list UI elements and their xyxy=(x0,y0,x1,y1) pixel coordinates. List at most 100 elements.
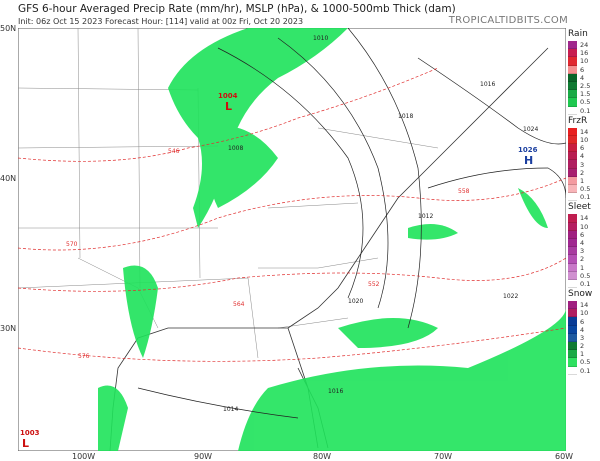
legend-level: 10 xyxy=(580,135,589,144)
legend-row: 0.5 xyxy=(568,271,600,280)
legend-level: 1 xyxy=(580,350,585,359)
legend-swatch xyxy=(568,279,577,289)
thickness-label: 552 xyxy=(368,281,380,288)
chart-title: GFS 6-hour Averaged Precip Rate (mm/hr),… xyxy=(18,3,456,15)
legend-row: 14 xyxy=(568,301,600,310)
legend-sleet: Sleet 14 10 6 4 3 2 1 0.5 0.1 xyxy=(568,202,600,289)
legend-row: 4 xyxy=(568,238,600,248)
legend-row: 16 xyxy=(568,49,600,58)
legend-row: 6 xyxy=(568,317,600,326)
legend-row: 1 xyxy=(568,263,600,272)
thickness-lines xyxy=(18,67,566,362)
legend-row: 3 xyxy=(568,160,600,169)
thickness-label: 564 xyxy=(233,301,245,308)
legend-level: 16 xyxy=(580,49,589,58)
legend-level: 6 xyxy=(580,317,585,326)
legend-swatch xyxy=(568,247,577,256)
legend-row: 4 xyxy=(568,325,600,334)
legend-swatch xyxy=(568,81,577,91)
lon-label: 90W xyxy=(194,452,213,461)
legend-row: 3 xyxy=(568,333,600,342)
legend-swatch xyxy=(568,350,577,359)
precip-legend: Rain 24 16 10 6 4 2.5 1.5 0.5 0.1 FrzR 14 10 6 4 3 2 1 0.5… xyxy=(568,28,600,375)
legend-level: 1 xyxy=(580,176,585,185)
isobars xyxy=(137,28,566,419)
precip-areas xyxy=(98,28,566,451)
isobar-label: 1010 xyxy=(313,35,328,42)
legend-row: 2 xyxy=(568,168,600,177)
legend-row: 3 xyxy=(568,247,600,256)
legend-level: 3 xyxy=(580,247,585,256)
legend-swatch xyxy=(568,135,577,145)
thickness-label: 546 xyxy=(168,148,180,155)
legend-swatch xyxy=(568,271,577,280)
legend-row: 14 xyxy=(568,214,600,223)
legend-level: 0.1 xyxy=(580,366,591,375)
legend-swatch xyxy=(568,73,577,82)
brand-watermark: TROPICALTIDBITS.COM xyxy=(448,15,568,26)
isobar-label: 1024 xyxy=(523,126,538,133)
legend-row: 0.1 xyxy=(568,106,600,115)
legend-row: 14 xyxy=(568,127,600,136)
legend-swatch xyxy=(568,301,577,310)
legend-snow: Snow 14 10 6 4 3 2 1 0.5 0.1 xyxy=(568,289,600,375)
legend-swatch xyxy=(568,127,577,136)
legend-title: Sleet xyxy=(568,202,591,213)
legend-row: 1 xyxy=(568,176,600,185)
legend-rain: Rain 24 16 10 6 4 2.5 1.5 0.5 0.1 xyxy=(568,29,600,115)
legend-swatch xyxy=(568,90,577,99)
lon-label: 60W xyxy=(555,452,574,461)
legend-level: 4 xyxy=(580,73,585,82)
chart-subtitle: Init: 06z Oct 15 2023 Forecast Hour: [11… xyxy=(18,17,304,26)
legend-row: 0.5 xyxy=(568,185,600,194)
legend-swatch xyxy=(568,41,577,50)
legend-swatch xyxy=(568,325,577,334)
isobar-value-labels: 1010 1016 1018 1020 1022 1024 1014 1016 … xyxy=(223,35,538,413)
low-marker: L xyxy=(22,437,29,450)
legend-row: 10 xyxy=(568,135,600,145)
legend-level: 1.5 xyxy=(580,90,591,99)
legend-swatch xyxy=(568,106,577,115)
legend-swatch xyxy=(568,263,577,272)
legend-row: 4 xyxy=(568,73,600,82)
legend-row: 0.5 xyxy=(568,358,600,367)
legend-title: Snow xyxy=(568,289,593,300)
pressure-value: 1026 xyxy=(518,146,538,154)
legend-level: 2 xyxy=(580,342,585,351)
thickness-label: 558 xyxy=(458,188,470,195)
isobar-label: 1018 xyxy=(398,113,413,120)
pressure-value: 1003 xyxy=(20,429,40,437)
legend-level: 14 xyxy=(580,214,589,223)
legend-level: 2.5 xyxy=(580,82,591,91)
legend-level: 0.1 xyxy=(580,193,591,202)
legend-row: 2.5 xyxy=(568,81,600,91)
legend-swatch xyxy=(568,255,577,264)
thickness-label: 570 xyxy=(66,241,78,248)
legend-row: 1.5 xyxy=(568,90,600,99)
isobar-label: 1016 xyxy=(480,81,495,88)
legend-swatch xyxy=(568,366,577,375)
legend-swatch xyxy=(568,193,577,202)
legend-level: 0.5 xyxy=(580,98,591,107)
legend-level: 1 xyxy=(580,263,585,272)
legend-swatch xyxy=(568,160,577,169)
legend-row: 2 xyxy=(568,342,600,351)
legend-row: 0.5 xyxy=(568,98,600,107)
legend-level: 24 xyxy=(580,41,589,50)
legend-swatch xyxy=(568,342,577,351)
legend-level: 3 xyxy=(580,160,585,169)
thickness-label: 576 xyxy=(78,353,90,360)
isobar-label: 1014 xyxy=(223,406,238,413)
legend-row: 6 xyxy=(568,144,600,153)
legend-swatch xyxy=(568,65,577,74)
lon-label: 80W xyxy=(313,452,332,461)
legend-swatch xyxy=(568,309,577,318)
legend-level: 0.5 xyxy=(580,358,591,367)
legend-title: FrzR xyxy=(568,115,588,126)
weather-map: 1010 1016 1018 1020 1022 1024 1014 1016 … xyxy=(18,28,566,451)
legend-level: 14 xyxy=(580,301,589,310)
legend-swatch xyxy=(568,144,577,153)
legend-swatch xyxy=(568,317,577,326)
legend-level: 14 xyxy=(580,127,589,136)
legend-row: 0.1 xyxy=(568,366,600,375)
